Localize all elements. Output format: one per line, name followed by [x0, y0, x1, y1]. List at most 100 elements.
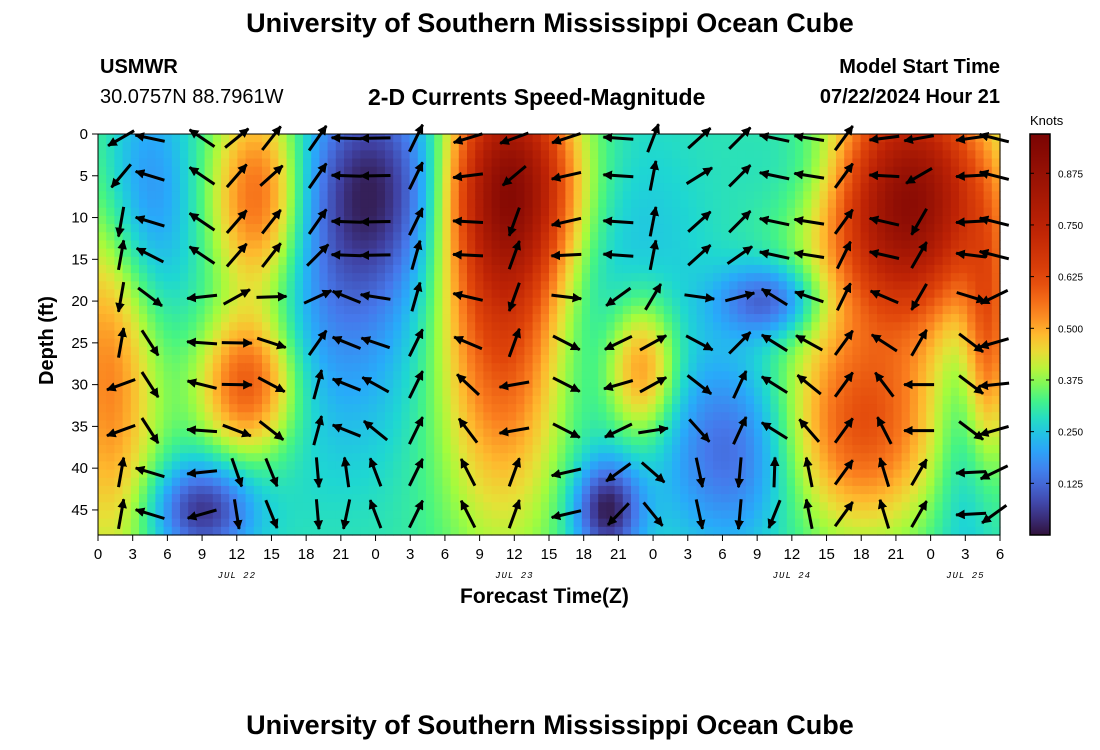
- heatmap-cell: [368, 199, 378, 209]
- heatmap-cell: [729, 526, 739, 536]
- heatmap-cell: [590, 395, 599, 405]
- heatmap-cell: [811, 183, 821, 192]
- heatmap-cell: [762, 363, 771, 372]
- heatmap-cell: [696, 371, 706, 381]
- heatmap-cell: [344, 322, 353, 331]
- heatmap-cell: [852, 305, 862, 315]
- heatmap-cell: [909, 338, 919, 348]
- heatmap-cell: [163, 354, 173, 364]
- heatmap-cell: [819, 346, 829, 356]
- heatmap-cell: [926, 297, 935, 307]
- heatmap-cell: [639, 273, 648, 282]
- heatmap-cell: [647, 387, 657, 397]
- heatmap-cell: [663, 395, 673, 405]
- heatmap-cell: [352, 183, 361, 192]
- heatmap-cell: [163, 346, 173, 356]
- heatmap-cell: [237, 158, 247, 168]
- heatmap-cell: [614, 395, 624, 405]
- heatmap-cell: [294, 158, 304, 168]
- heatmap-cell: [926, 338, 935, 348]
- heatmap-cell: [590, 346, 599, 356]
- heatmap-cell: [278, 477, 288, 487]
- heatmap-cell: [163, 379, 173, 389]
- heatmap-cell: [262, 314, 271, 323]
- heatmap-cell: [122, 518, 132, 528]
- heatmap-cell: [229, 477, 238, 487]
- heatmap-cell: [786, 330, 796, 340]
- heatmap-cell: [352, 314, 361, 323]
- heatmap-cell: [803, 224, 812, 233]
- heatmap-cell: [426, 174, 435, 184]
- heatmap-cell: [245, 191, 255, 201]
- heatmap-cell: [565, 240, 575, 250]
- heatmap-cell: [655, 150, 665, 160]
- heatmap-cell: [532, 404, 542, 413]
- heatmap-cell: [475, 264, 484, 274]
- heatmap-cell: [745, 150, 755, 160]
- heatmap-cell: [688, 436, 698, 446]
- heatmap-cell: [770, 485, 780, 495]
- heatmap-cell: [565, 404, 575, 413]
- heatmap-cell: [762, 404, 771, 413]
- heatmap-cell: [294, 240, 304, 250]
- heatmap-cell: [262, 248, 271, 258]
- heatmap-cell: [737, 379, 747, 389]
- heatmap-cell: [540, 330, 550, 340]
- heatmap-cell: [147, 158, 156, 168]
- heatmap-cell: [754, 150, 763, 160]
- heatmap-cell: [327, 354, 337, 364]
- heatmap-cell: [868, 338, 878, 348]
- heatmap-cell: [327, 371, 337, 381]
- heatmap-cell: [147, 207, 156, 217]
- heatmap-cell: [376, 420, 386, 430]
- heatmap-cell: [631, 387, 640, 397]
- heatmap-cell: [901, 395, 911, 405]
- heatmap-cell: [852, 494, 862, 503]
- heatmap-cell: [622, 395, 632, 405]
- heatmap-cell: [819, 207, 829, 217]
- heatmap-cell: [754, 224, 763, 233]
- heatmap-cell: [393, 526, 402, 536]
- heatmap-cell: [844, 322, 853, 331]
- heatmap-cell: [663, 461, 673, 471]
- heatmap-cell: [450, 207, 460, 217]
- heatmap-cell: [655, 183, 665, 192]
- heatmap-cell: [335, 436, 345, 446]
- heatmap-cell: [204, 461, 214, 471]
- heatmap-cell: [319, 387, 329, 397]
- heatmap-cell: [622, 371, 632, 381]
- heatmap-cell: [270, 387, 279, 397]
- heatmap-cell: [696, 395, 706, 405]
- heatmap-cell: [639, 404, 648, 413]
- heatmap-cell: [508, 494, 517, 503]
- heatmap-cell: [262, 273, 271, 282]
- heatmap-cell: [598, 518, 607, 528]
- heatmap-cell: [581, 232, 591, 241]
- heatmap-cell: [901, 371, 911, 381]
- heatmap-cell: [819, 199, 829, 209]
- heatmap-cell: [385, 305, 394, 315]
- heatmap-cell: [598, 510, 607, 520]
- heatmap-cell: [819, 166, 829, 176]
- heatmap-cell: [442, 518, 452, 528]
- heatmap-cell: [122, 436, 132, 446]
- heatmap-cell: [663, 436, 673, 446]
- heatmap-cell: [680, 379, 689, 389]
- heatmap-cell: [540, 256, 550, 266]
- heatmap-cell: [98, 330, 107, 340]
- heatmap-cell: [721, 387, 730, 397]
- heatmap-cell: [909, 469, 919, 479]
- heatmap-cell: [819, 363, 829, 372]
- heatmap-cell: [245, 444, 255, 454]
- heatmap-cell: [450, 297, 460, 307]
- heatmap-cell: [171, 461, 181, 471]
- heatmap-cell: [524, 322, 534, 331]
- heatmap-cell: [680, 404, 689, 413]
- heatmap-cell: [130, 297, 140, 307]
- heatmap-cell: [877, 297, 886, 307]
- heatmap-cell: [508, 354, 517, 364]
- heatmap-cell: [762, 436, 771, 446]
- heatmap-cell: [540, 502, 550, 512]
- heatmap-cell: [672, 158, 681, 168]
- heatmap-cell: [827, 224, 837, 233]
